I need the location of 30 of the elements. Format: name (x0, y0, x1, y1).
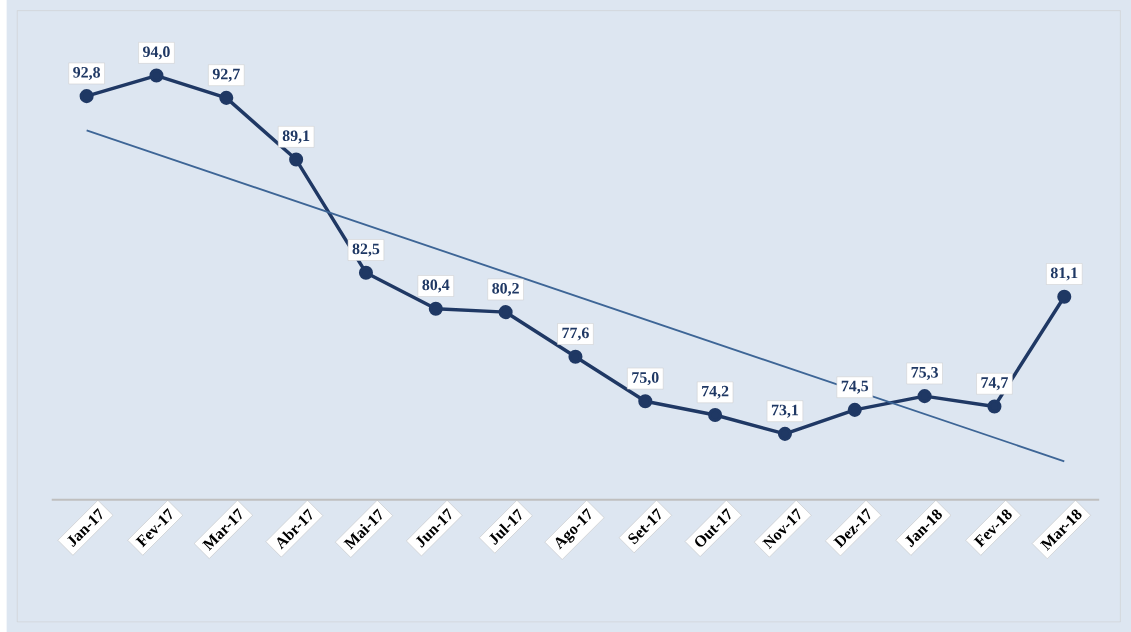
data-label: 75,0 (632, 371, 659, 385)
data-label: 74,5 (841, 380, 869, 394)
point (777, 426, 792, 441)
point (358, 265, 373, 280)
point (1057, 289, 1072, 304)
point (987, 399, 1002, 414)
data-label: 94,0 (142, 46, 170, 60)
point (568, 349, 583, 364)
data-label: 92,7 (212, 68, 240, 82)
point (149, 68, 164, 83)
data-label: 77,6 (562, 327, 589, 341)
data-label: 80,2 (492, 282, 519, 296)
point (289, 152, 304, 167)
point (498, 304, 513, 319)
data-label: 89,1 (282, 130, 310, 144)
data-label: 74,2 (702, 385, 729, 399)
point (428, 301, 443, 316)
point (847, 402, 862, 417)
point (79, 88, 94, 103)
data-label: 75,3 (911, 366, 938, 380)
point (708, 407, 723, 422)
data-label: 82,5 (352, 243, 380, 257)
point (638, 394, 653, 409)
point (917, 388, 932, 403)
data-label: 80,4 (422, 279, 450, 293)
data-label: 73,1 (771, 404, 799, 418)
point (219, 90, 234, 105)
data-label: 92,8 (73, 66, 101, 80)
data-label: 81,1 (1050, 267, 1078, 281)
data-label: 74,7 (981, 377, 1008, 391)
